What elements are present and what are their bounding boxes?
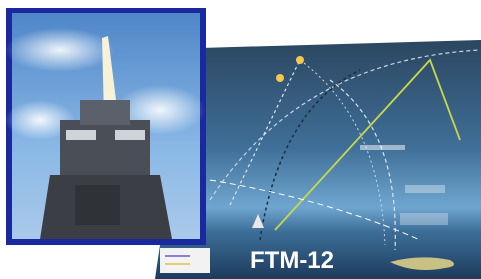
- caption-box: [405, 185, 445, 193]
- deck-detail: [66, 130, 96, 140]
- diagram-label: FTM-12: [250, 247, 334, 274]
- superstructure: [80, 100, 130, 125]
- page: FTM-12 (() => { const data = JSON.parse(…: [0, 0, 481, 279]
- photo: [5, 8, 206, 245]
- caption-box: [400, 213, 448, 225]
- intercept-point: [276, 74, 284, 82]
- legend-box: [160, 248, 210, 273]
- deck-detail: [115, 130, 145, 140]
- intercept-point: [296, 56, 304, 64]
- superstructure: [60, 120, 150, 175]
- scene: FTM-12: [0, 0, 481, 279]
- radar-panel: [75, 185, 120, 225]
- caption-box: [360, 145, 405, 150]
- cloud: [5, 28, 115, 72]
